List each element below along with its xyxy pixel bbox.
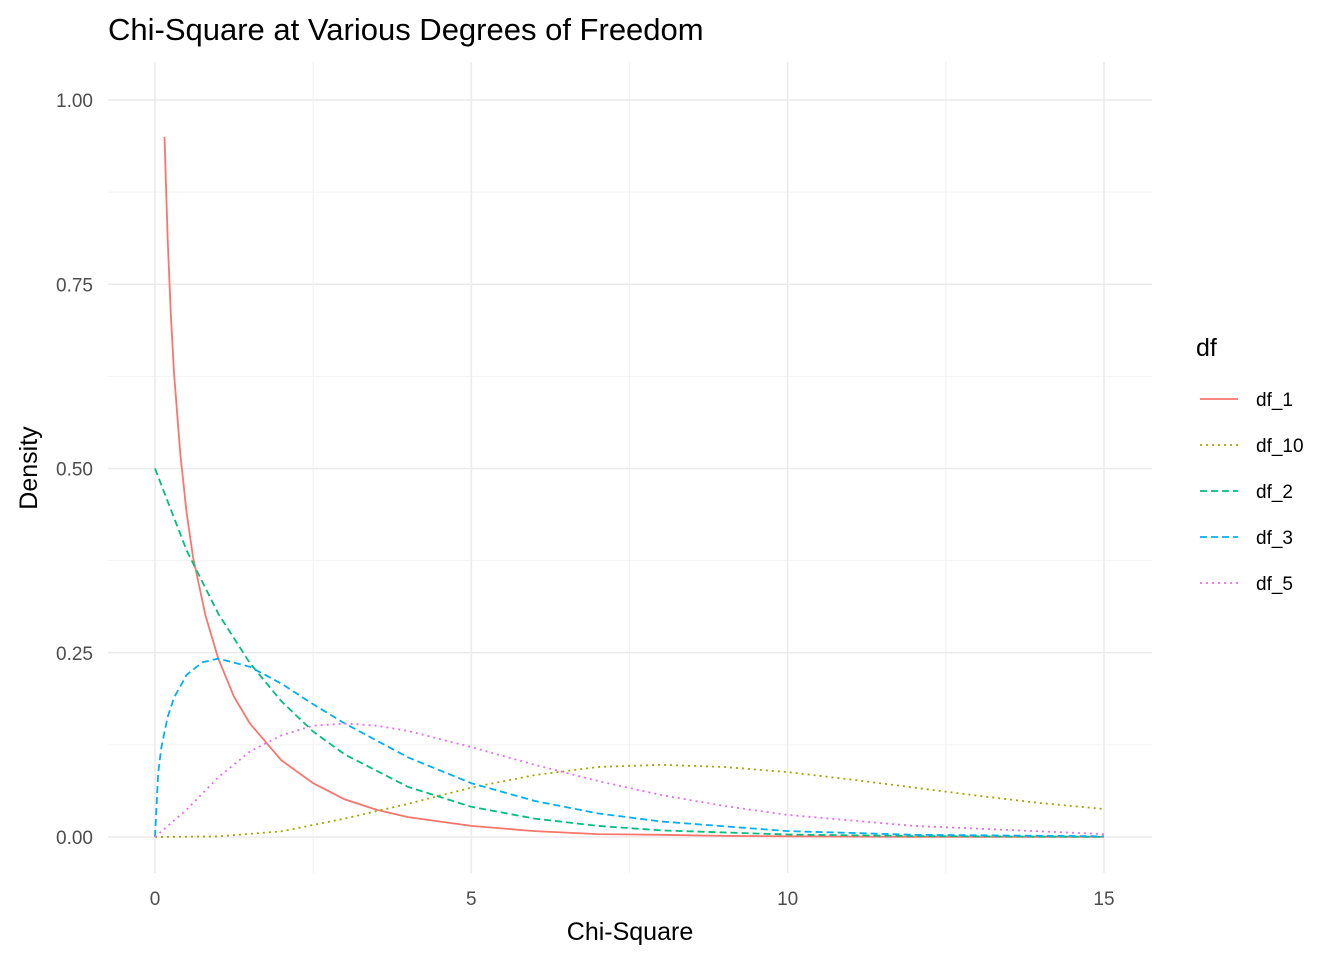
x-axis-title: Chi-Square (567, 918, 693, 946)
legend: df df_1 df_10 df_2 df_3 df_5 (1196, 334, 1304, 595)
x-tick-label: 10 (777, 889, 798, 910)
x-tick-label: 0 (150, 889, 161, 910)
series-line-df-3 (154, 657, 1105, 838)
legend-label: df_2 (1256, 482, 1293, 503)
legend-label: df_3 (1256, 528, 1293, 549)
series-line-df-2 (154, 468, 1105, 838)
chart-title: Chi-Square at Various Degrees of Freedom (108, 12, 704, 47)
legend-item-df-3: df_3 (1200, 528, 1293, 549)
y-tick-label: 0.50 (56, 460, 93, 481)
x-tick-label: 5 (466, 889, 477, 910)
legend-item-df-1: df_1 (1200, 390, 1293, 411)
plot-series (154, 136, 1105, 838)
legend-label: df_10 (1256, 436, 1304, 457)
y-tick-label: 0.75 (56, 275, 93, 296)
x-tick-label: 15 (1093, 889, 1114, 910)
series-line-df-1 (163, 136, 1105, 838)
series-line-df-5 (154, 722, 1105, 838)
legend-label: df_1 (1256, 390, 1293, 411)
series-line-df-10 (154, 763, 1105, 838)
legend-item-df-5: df_5 (1200, 574, 1293, 595)
y-axis-title: Density (15, 426, 43, 510)
x-axis-ticks: 0 5 10 15 (150, 889, 1115, 910)
legend-item-df-2: df_2 (1200, 482, 1293, 503)
legend-item-df-10: df_10 (1200, 436, 1304, 457)
y-tick-label: 1.00 (56, 91, 93, 112)
legend-title: df (1196, 334, 1217, 362)
legend-label: df_5 (1256, 574, 1293, 595)
y-tick-label: 0.25 (56, 644, 93, 665)
y-tick-label: 0.00 (56, 828, 93, 849)
plot-grid (108, 62, 1152, 873)
y-axis-ticks: 0.00 0.25 0.50 0.75 1.00 (56, 91, 93, 849)
